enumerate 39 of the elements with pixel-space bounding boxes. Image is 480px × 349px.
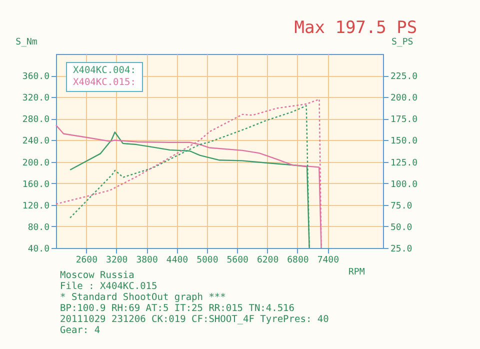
y2-tick-label: 175.0 — [390, 115, 418, 126]
y-tick-label: 360.0 — [22, 72, 50, 82]
x-tick-label: 2600 — [76, 256, 98, 266]
y2-tick-label: 150.0 — [390, 136, 418, 147]
text: 20111029 231206 CK:019 CF:SHOOT_4F TyrePres: 40 — [60, 314, 330, 325]
x-tick-label: 5600 — [226, 256, 248, 266]
y-axis-title: S_Nm — [16, 38, 38, 48]
text: Gear: 4 — [60, 325, 102, 336]
text: X404KC.015: — [73, 77, 136, 89]
y2-tick-label: 75.0 — [390, 201, 412, 212]
chart-title: Max 197.5 PS — [294, 18, 418, 38]
x-tick-label: 6800 — [287, 256, 309, 266]
y-tick-label: 320.0 — [22, 94, 50, 104]
text: * Standard ShootOut graph *** — [60, 292, 227, 303]
y-tick-label: 280.0 — [22, 115, 50, 126]
y-tick-label: 240.0 — [22, 136, 50, 147]
y2-axis-title: S_PS — [392, 38, 414, 48]
x-tick-label: 3200 — [106, 256, 128, 266]
text: File : X404KC.015 — [60, 281, 158, 292]
y2-tick-label: 225.0 — [390, 72, 418, 82]
x-axis-title: RPM — [348, 268, 366, 278]
text: Moscow Russia — [60, 270, 134, 281]
y2-tick-label: 200.0 — [390, 94, 418, 104]
x-tick-label: 5000 — [196, 256, 218, 266]
x-tick-label: 3800 — [136, 256, 158, 266]
x-tick-label: 7400 — [317, 256, 340, 266]
text: BP:100.9 RH:69 AT:5 IT:25 RR:015 TN:4.516 — [60, 303, 296, 314]
y-tick-label: 200.0 — [22, 158, 50, 168]
y-tick-label: 120.0 — [22, 201, 50, 212]
y-tick-label: 80.0 — [28, 222, 50, 233]
y2-tick-label: 125.0 — [390, 158, 418, 168]
y2-tick-label: 25.0 — [390, 244, 412, 254]
x-tick-label: 6200 — [256, 256, 279, 266]
x-tick-label: 4400 — [166, 256, 188, 266]
text: X404KC.004: — [73, 65, 136, 77]
y-tick-label: 40.0 — [28, 244, 50, 254]
y2-tick-label: 100.0 — [390, 180, 418, 190]
y-tick-label: 160.0 — [22, 180, 50, 190]
y2-tick-label: 50.0 — [390, 222, 412, 233]
